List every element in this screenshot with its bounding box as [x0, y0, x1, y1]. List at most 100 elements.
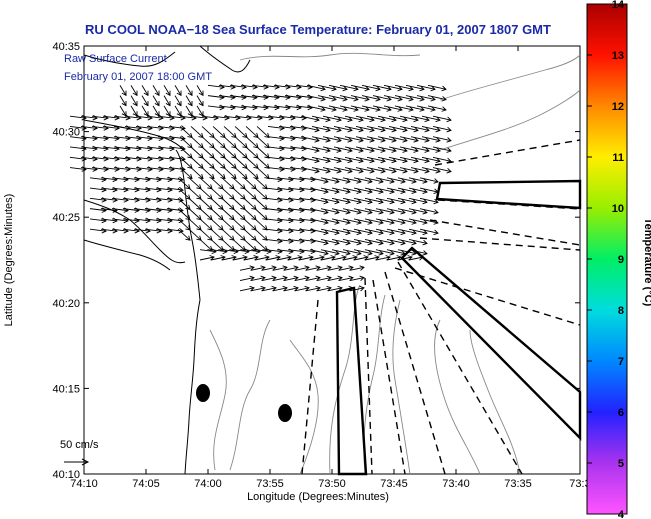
- current-vector: [331, 249, 351, 256]
- current-vector: [372, 95, 392, 102]
- x-axis-ticks: 74:10 74:05 74:00 73:55 73:50 73:45 73:40 73:35…: [70, 46, 591, 490]
- current-vector: [239, 275, 255, 282]
- current-vector: [386, 239, 406, 246]
- current-vector: [399, 156, 419, 164]
- current-vector: [397, 197, 417, 205]
- current-vector: [377, 115, 397, 123]
- buoy-marker: [278, 404, 292, 422]
- x-tick-label: 74:05: [132, 478, 160, 490]
- current-vector: [342, 228, 362, 236]
- current-vector: [239, 285, 255, 292]
- current-vector: [386, 187, 406, 194]
- contour-line: [392, 299, 411, 475]
- current-vector: [388, 126, 408, 133]
- current-vector: [410, 115, 430, 123]
- current-vector: [305, 275, 321, 282]
- y-axis-label: Latitude (Degrees:Minutes): [3, 194, 15, 327]
- current-vector: [342, 187, 362, 194]
- current-vector: [311, 146, 331, 153]
- current-vector: [69, 145, 87, 152]
- current-vector: [119, 95, 127, 107]
- current-vector: [333, 136, 353, 143]
- legend-line-1: Raw Surface Current: [64, 53, 167, 65]
- current-vector: [327, 275, 343, 282]
- current-vector: [311, 156, 331, 164]
- current-vector: [250, 285, 266, 292]
- current-vector: [375, 239, 395, 246]
- current-vector: [344, 156, 364, 164]
- current-vector: [350, 95, 370, 102]
- current-vector: [152, 85, 160, 97]
- current-vector: [322, 156, 342, 164]
- current-vector: [408, 239, 428, 246]
- current-vector: [287, 255, 303, 261]
- current-vector: [366, 136, 386, 143]
- current-vector: [410, 136, 430, 143]
- buoy-marker: [196, 384, 210, 402]
- current-vector: [432, 167, 452, 174]
- current-vector: [333, 167, 353, 174]
- colorbar-tick-label: 14: [612, 0, 625, 11]
- current-vector: [289, 166, 307, 172]
- current-vector: [416, 95, 436, 102]
- current-vector: [421, 136, 441, 143]
- current-vector: [377, 167, 397, 174]
- current-vector: [254, 228, 268, 241]
- current-vector: [355, 156, 375, 164]
- current-vector: [432, 126, 452, 133]
- current-vector: [300, 146, 320, 153]
- current-vector: [364, 218, 384, 225]
- wedge-east: [435, 179, 582, 210]
- current-vector: [317, 84, 337, 92]
- current-vector: [333, 126, 353, 133]
- colorbar-tick-label: 13: [612, 50, 624, 62]
- current-vector: [388, 167, 408, 174]
- current-vector: [344, 136, 364, 143]
- current-vector: [305, 285, 321, 292]
- current-vector: [383, 95, 403, 102]
- current-vector: [353, 239, 373, 246]
- current-vector: [333, 156, 353, 164]
- current-vector: [327, 265, 343, 271]
- current-vector: [408, 187, 428, 194]
- current-vector: [344, 146, 364, 153]
- current-vector: [342, 197, 362, 205]
- current-vector: [294, 285, 310, 292]
- y-tick-label: 40:35: [52, 41, 80, 53]
- current-vector: [243, 239, 257, 252]
- current-vector: [361, 105, 381, 112]
- x-tick-label: 73:35: [504, 478, 532, 490]
- current-vector: [366, 146, 386, 153]
- current-vector: [261, 285, 277, 292]
- current-vector: [309, 197, 329, 205]
- current-vector: [300, 167, 320, 174]
- current-vector: [331, 177, 351, 184]
- wedge-southeast: [400, 246, 582, 441]
- current-vector: [298, 197, 316, 203]
- contour-line: [209, 329, 227, 471]
- current-vector: [427, 95, 447, 102]
- current-vector: [239, 265, 255, 271]
- x-tick-label: 73:55: [256, 478, 284, 490]
- current-vector: [199, 255, 215, 261]
- y-axis-ticks: 40:10 40:15 40:20 40:25 40:30 40:35: [52, 41, 580, 481]
- current-vector: [397, 177, 417, 184]
- current-vector: [405, 95, 425, 102]
- current-vector: [256, 156, 270, 169]
- current-vector: [309, 228, 329, 236]
- contour-line: [229, 319, 271, 471]
- current-vector: [298, 248, 316, 255]
- current-vector: [309, 208, 329, 215]
- current-vector: [69, 114, 87, 121]
- current-vector: [364, 177, 384, 184]
- current-vector: [372, 105, 392, 112]
- scale-label: 50 cm/s: [60, 439, 99, 451]
- current-vector: [388, 136, 408, 143]
- current-vector: [295, 94, 313, 100]
- current-vector: [221, 239, 235, 252]
- current-vector: [353, 249, 373, 256]
- current-vector: [375, 197, 395, 205]
- current-vector: [333, 146, 353, 153]
- current-vector: [322, 167, 342, 174]
